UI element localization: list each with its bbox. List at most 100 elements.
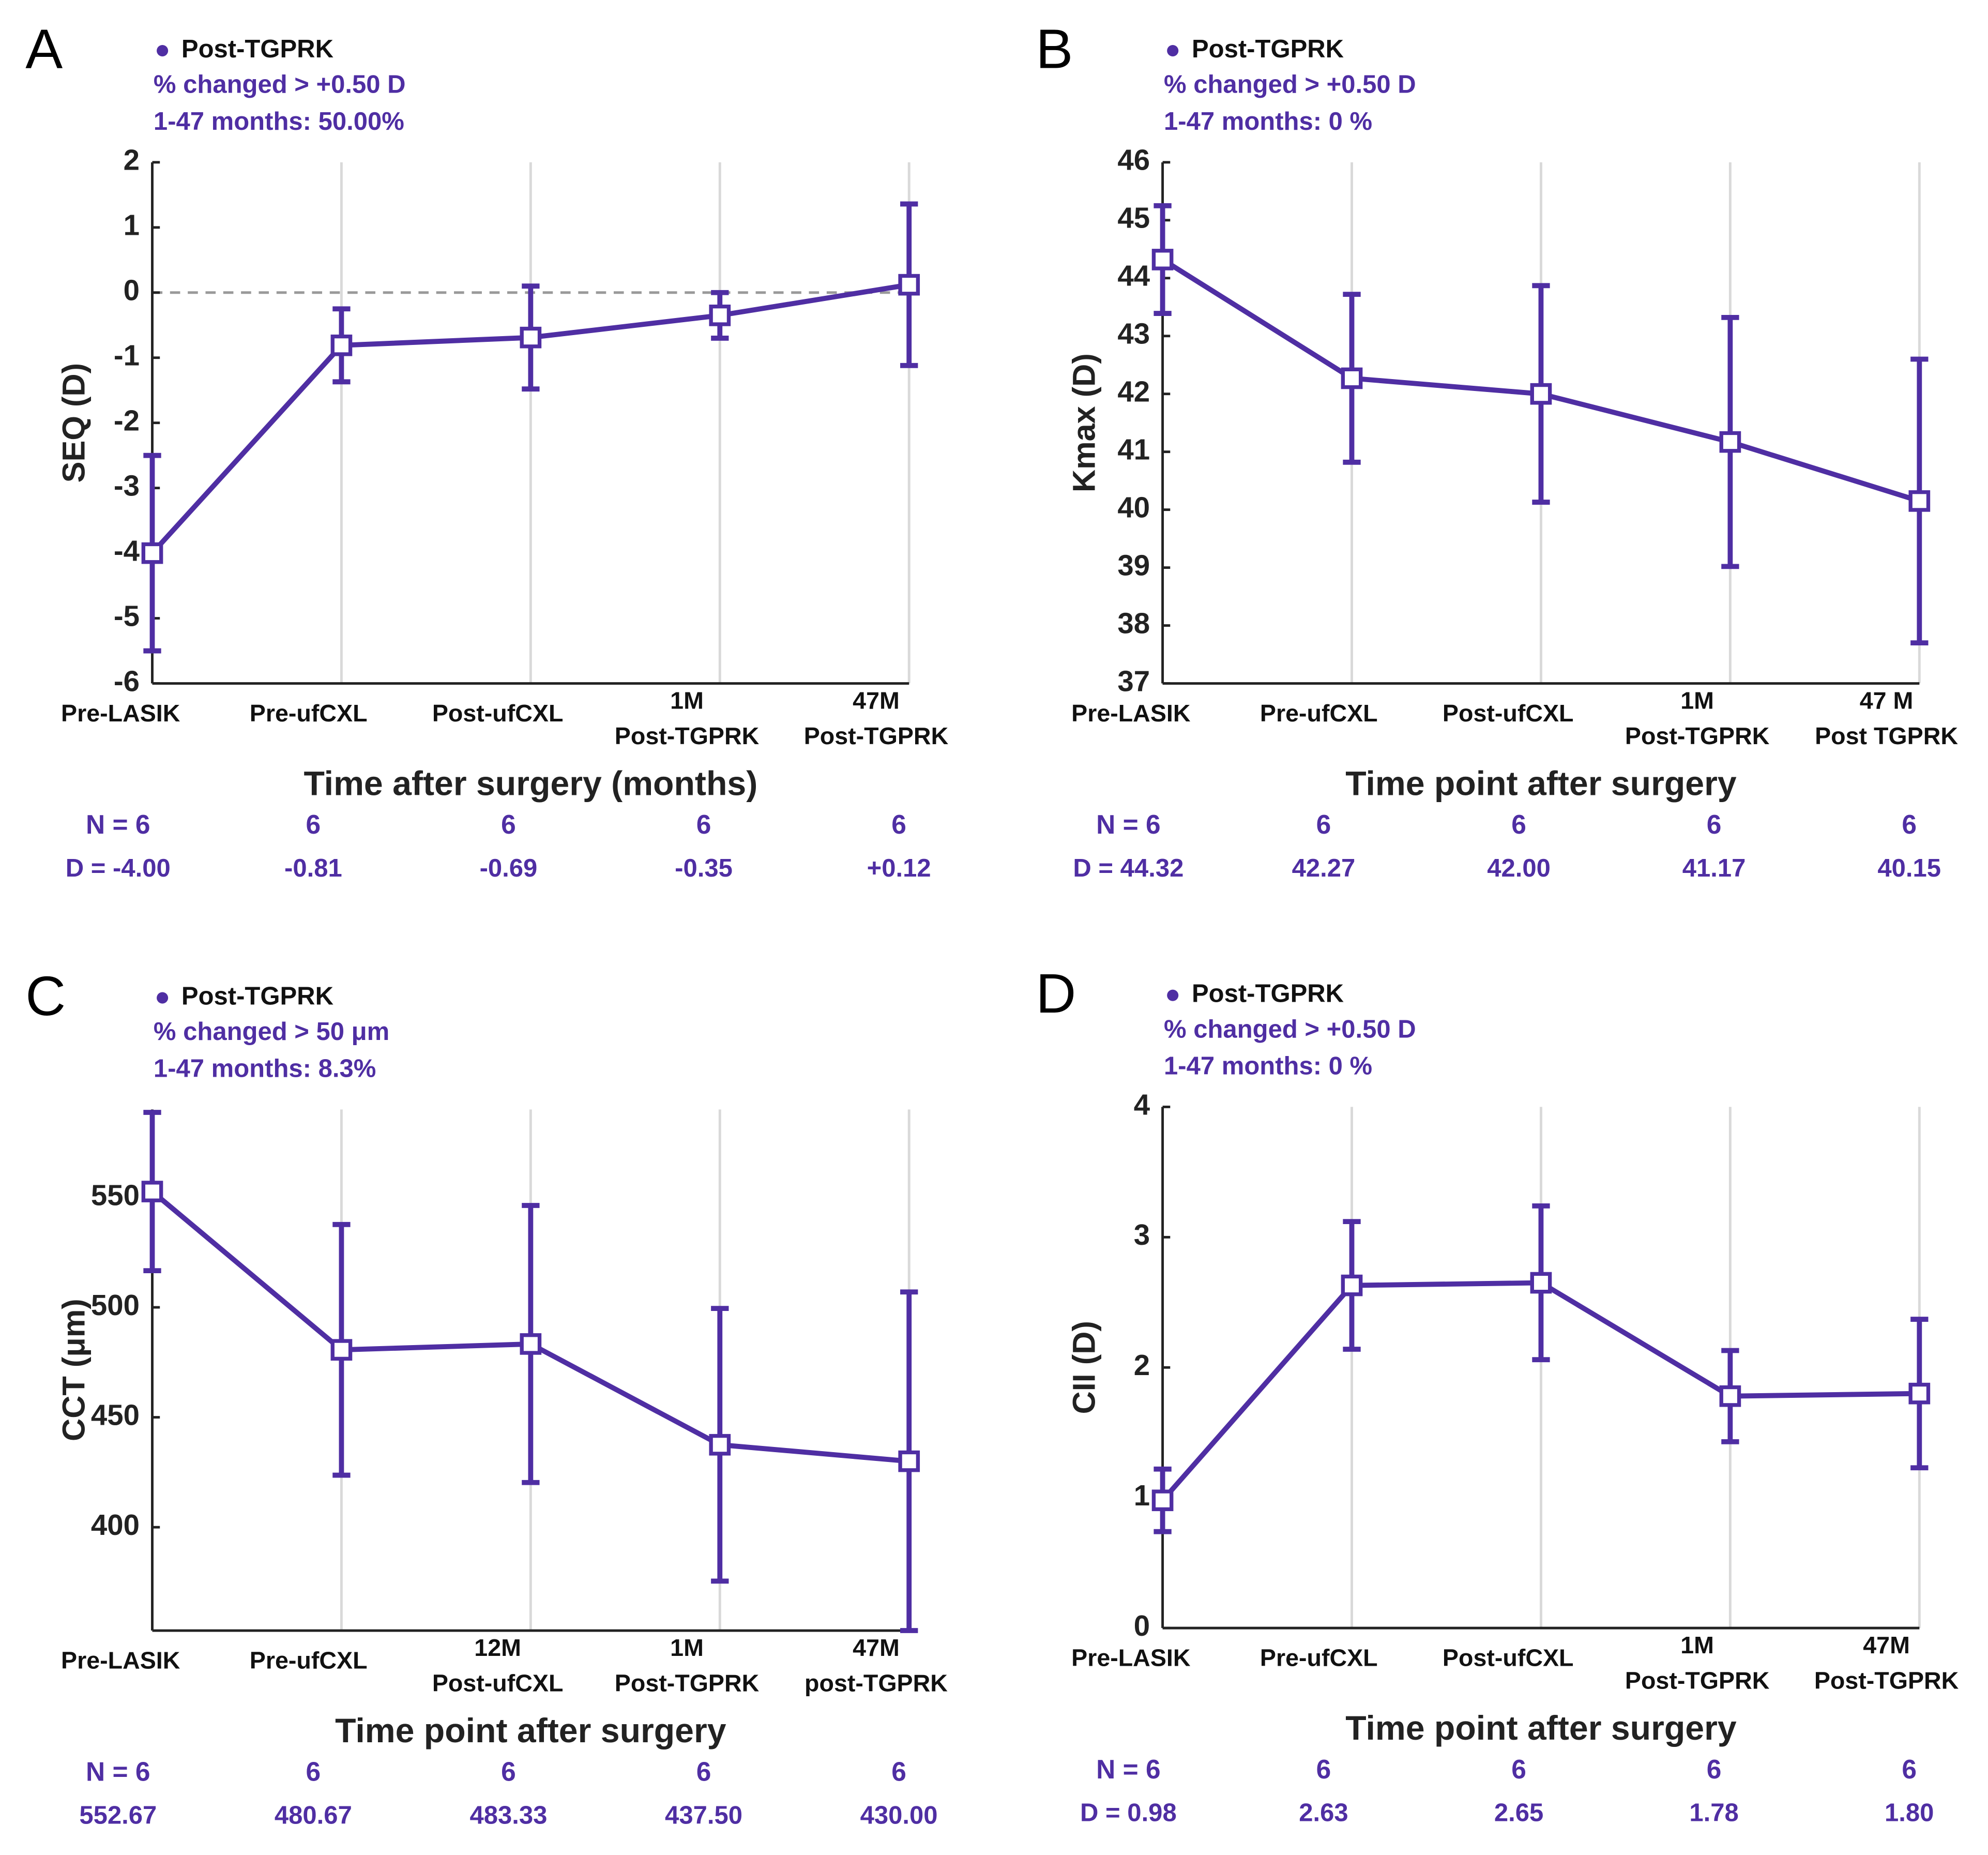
value-label: 2.65	[1494, 1799, 1543, 1827]
panel: A Post-TGPRK % changed > +0.50 D 1-47 month…	[25, 17, 948, 882]
sample-size: 6	[1511, 1754, 1526, 1784]
legend-entry: Post-TGPRK	[181, 35, 333, 63]
data-point	[520, 326, 542, 349]
sample-size: N = 6	[1096, 809, 1160, 839]
sample-size: 6	[696, 1757, 711, 1787]
annotation: 1-47 months: 50.00%	[154, 108, 404, 135]
x-tick-label: Pre-ufCXL	[250, 1647, 368, 1674]
value-label: 437.50	[665, 1801, 742, 1829]
data-point	[141, 542, 163, 564]
y-axis-title: Kmax (D)	[1067, 353, 1102, 492]
y-tick-label: 0	[124, 274, 140, 307]
value-label: 1.80	[1885, 1799, 1934, 1827]
value-label: 41.17	[1682, 854, 1746, 882]
annotation: 1-47 months: 0 %	[1164, 1052, 1372, 1080]
panel: C Post-TGPRK % changed > 50 μm 1-47 months:…	[25, 964, 948, 1829]
x-tick-label: 12M Post-ufCXL	[432, 1634, 564, 1697]
value-label: 480.67	[275, 1801, 352, 1829]
sample-size: 6	[1707, 1754, 1722, 1784]
data-point	[1719, 431, 1741, 453]
annotation: 1-47 months: 8.3%	[154, 1054, 376, 1082]
sample-size: N = 6	[1096, 1754, 1160, 1784]
y-tick-label: 0	[1134, 1609, 1150, 1642]
y-tick-label: -4	[114, 534, 140, 567]
data-point	[709, 305, 731, 326]
x-axis-title: Time point after surgery	[1345, 765, 1737, 803]
sample-size: 6	[501, 1757, 516, 1787]
data-point	[1530, 1272, 1552, 1294]
y-tick-label: 550	[91, 1179, 140, 1211]
panel: B Post-TGPRK % changed > +0.50 D 1-47 month…	[1036, 17, 1958, 882]
data-point	[1719, 1385, 1741, 1407]
value-label: 1.78	[1689, 1799, 1738, 1827]
data-point	[1151, 249, 1174, 270]
data-point	[709, 1434, 731, 1456]
data-point	[330, 1339, 353, 1361]
x-tick-label: 47 M Post TGPRK	[1815, 687, 1958, 750]
y-tick-label: 39	[1117, 549, 1150, 581]
y-tick-label: 2	[124, 144, 140, 176]
y-axis-title: CII (D)	[1067, 1321, 1102, 1414]
y-tick-label: -6	[114, 665, 140, 697]
annotation: % changed > +0.50 D	[154, 71, 406, 99]
y-tick-label: 500	[91, 1289, 140, 1321]
value-label: 42.00	[1487, 854, 1551, 882]
y-tick-label: -1	[114, 339, 140, 372]
y-axis-title: CCT (μm)	[56, 1299, 92, 1441]
sample-size: 6	[1316, 809, 1331, 839]
panel-label: B	[1036, 17, 1073, 80]
legend-entry: Post-TGPRK	[1192, 35, 1344, 63]
value-label: -0.81	[284, 854, 342, 882]
legend-entry: Post-TGPRK	[181, 983, 333, 1011]
y-tick-label: 1	[124, 209, 140, 242]
data-point	[1530, 383, 1552, 405]
annotation: % changed > +0.50 D	[1164, 1015, 1416, 1043]
data-point	[898, 274, 920, 296]
sample-size: 6	[1707, 809, 1722, 839]
annotation: 1-47 months: 0 %	[1164, 108, 1372, 135]
y-tick-label: 37	[1117, 665, 1150, 697]
y-tick-label: 44	[1117, 260, 1150, 292]
value-label: +0.12	[867, 854, 931, 882]
sample-size: 6	[891, 1757, 906, 1787]
sample-size: N = 6	[86, 1757, 150, 1787]
x-axis-title: Time point after surgery	[335, 1712, 726, 1750]
x-tick-label: Pre-ufCXL	[250, 700, 368, 727]
sample-size: 6	[891, 809, 906, 839]
x-tick-label: 47M post-TGPRK	[805, 1634, 948, 1697]
sample-size: N = 6	[86, 809, 150, 839]
panel-label: A	[25, 17, 63, 80]
y-tick-label: 3	[1134, 1218, 1150, 1251]
data-point	[520, 1333, 542, 1355]
value-label: 552.67	[79, 1801, 157, 1829]
x-tick-label: Pre-LASIK	[1071, 700, 1191, 727]
data-point	[1908, 490, 1931, 512]
x-tick-label: 47M Post-TGPRK	[804, 687, 949, 750]
x-tick-label: Pre-LASIK	[1071, 1645, 1191, 1671]
y-tick-label: -2	[114, 404, 140, 437]
y-tick-label: 42	[1117, 375, 1150, 408]
value-label: 483.33	[469, 1801, 547, 1829]
x-tick-label: 1M Post-TGPRK	[1625, 687, 1770, 750]
x-tick-label: 1M Post-TGPRK	[615, 1634, 760, 1697]
y-tick-label: 45	[1117, 202, 1150, 234]
value-label: 42.27	[1292, 854, 1356, 882]
data-point	[1341, 1274, 1363, 1296]
data-point	[141, 1181, 163, 1202]
legend-marker	[1167, 989, 1179, 1001]
data-point	[1341, 367, 1363, 389]
y-tick-label: 1	[1134, 1479, 1150, 1512]
x-tick-label: Pre-LASIK	[61, 700, 180, 727]
x-axis-title: Time after surgery (months)	[303, 765, 757, 803]
legend-entry: Post-TGPRK	[1192, 980, 1344, 1008]
x-tick-label: Pre-ufCXL	[1260, 1645, 1378, 1671]
x-tick-label: 1M Post-TGPRK	[615, 687, 760, 750]
x-tick-label: Post-ufCXL	[1443, 1645, 1574, 1671]
sample-size: 6	[306, 809, 321, 839]
annotation: % changed > 50 μm	[154, 1018, 389, 1046]
y-tick-label: 46	[1117, 144, 1150, 176]
x-tick-label: Post-ufCXL	[1443, 700, 1574, 727]
sample-size: 6	[501, 809, 516, 839]
value-label: D = 44.32	[1073, 854, 1183, 882]
